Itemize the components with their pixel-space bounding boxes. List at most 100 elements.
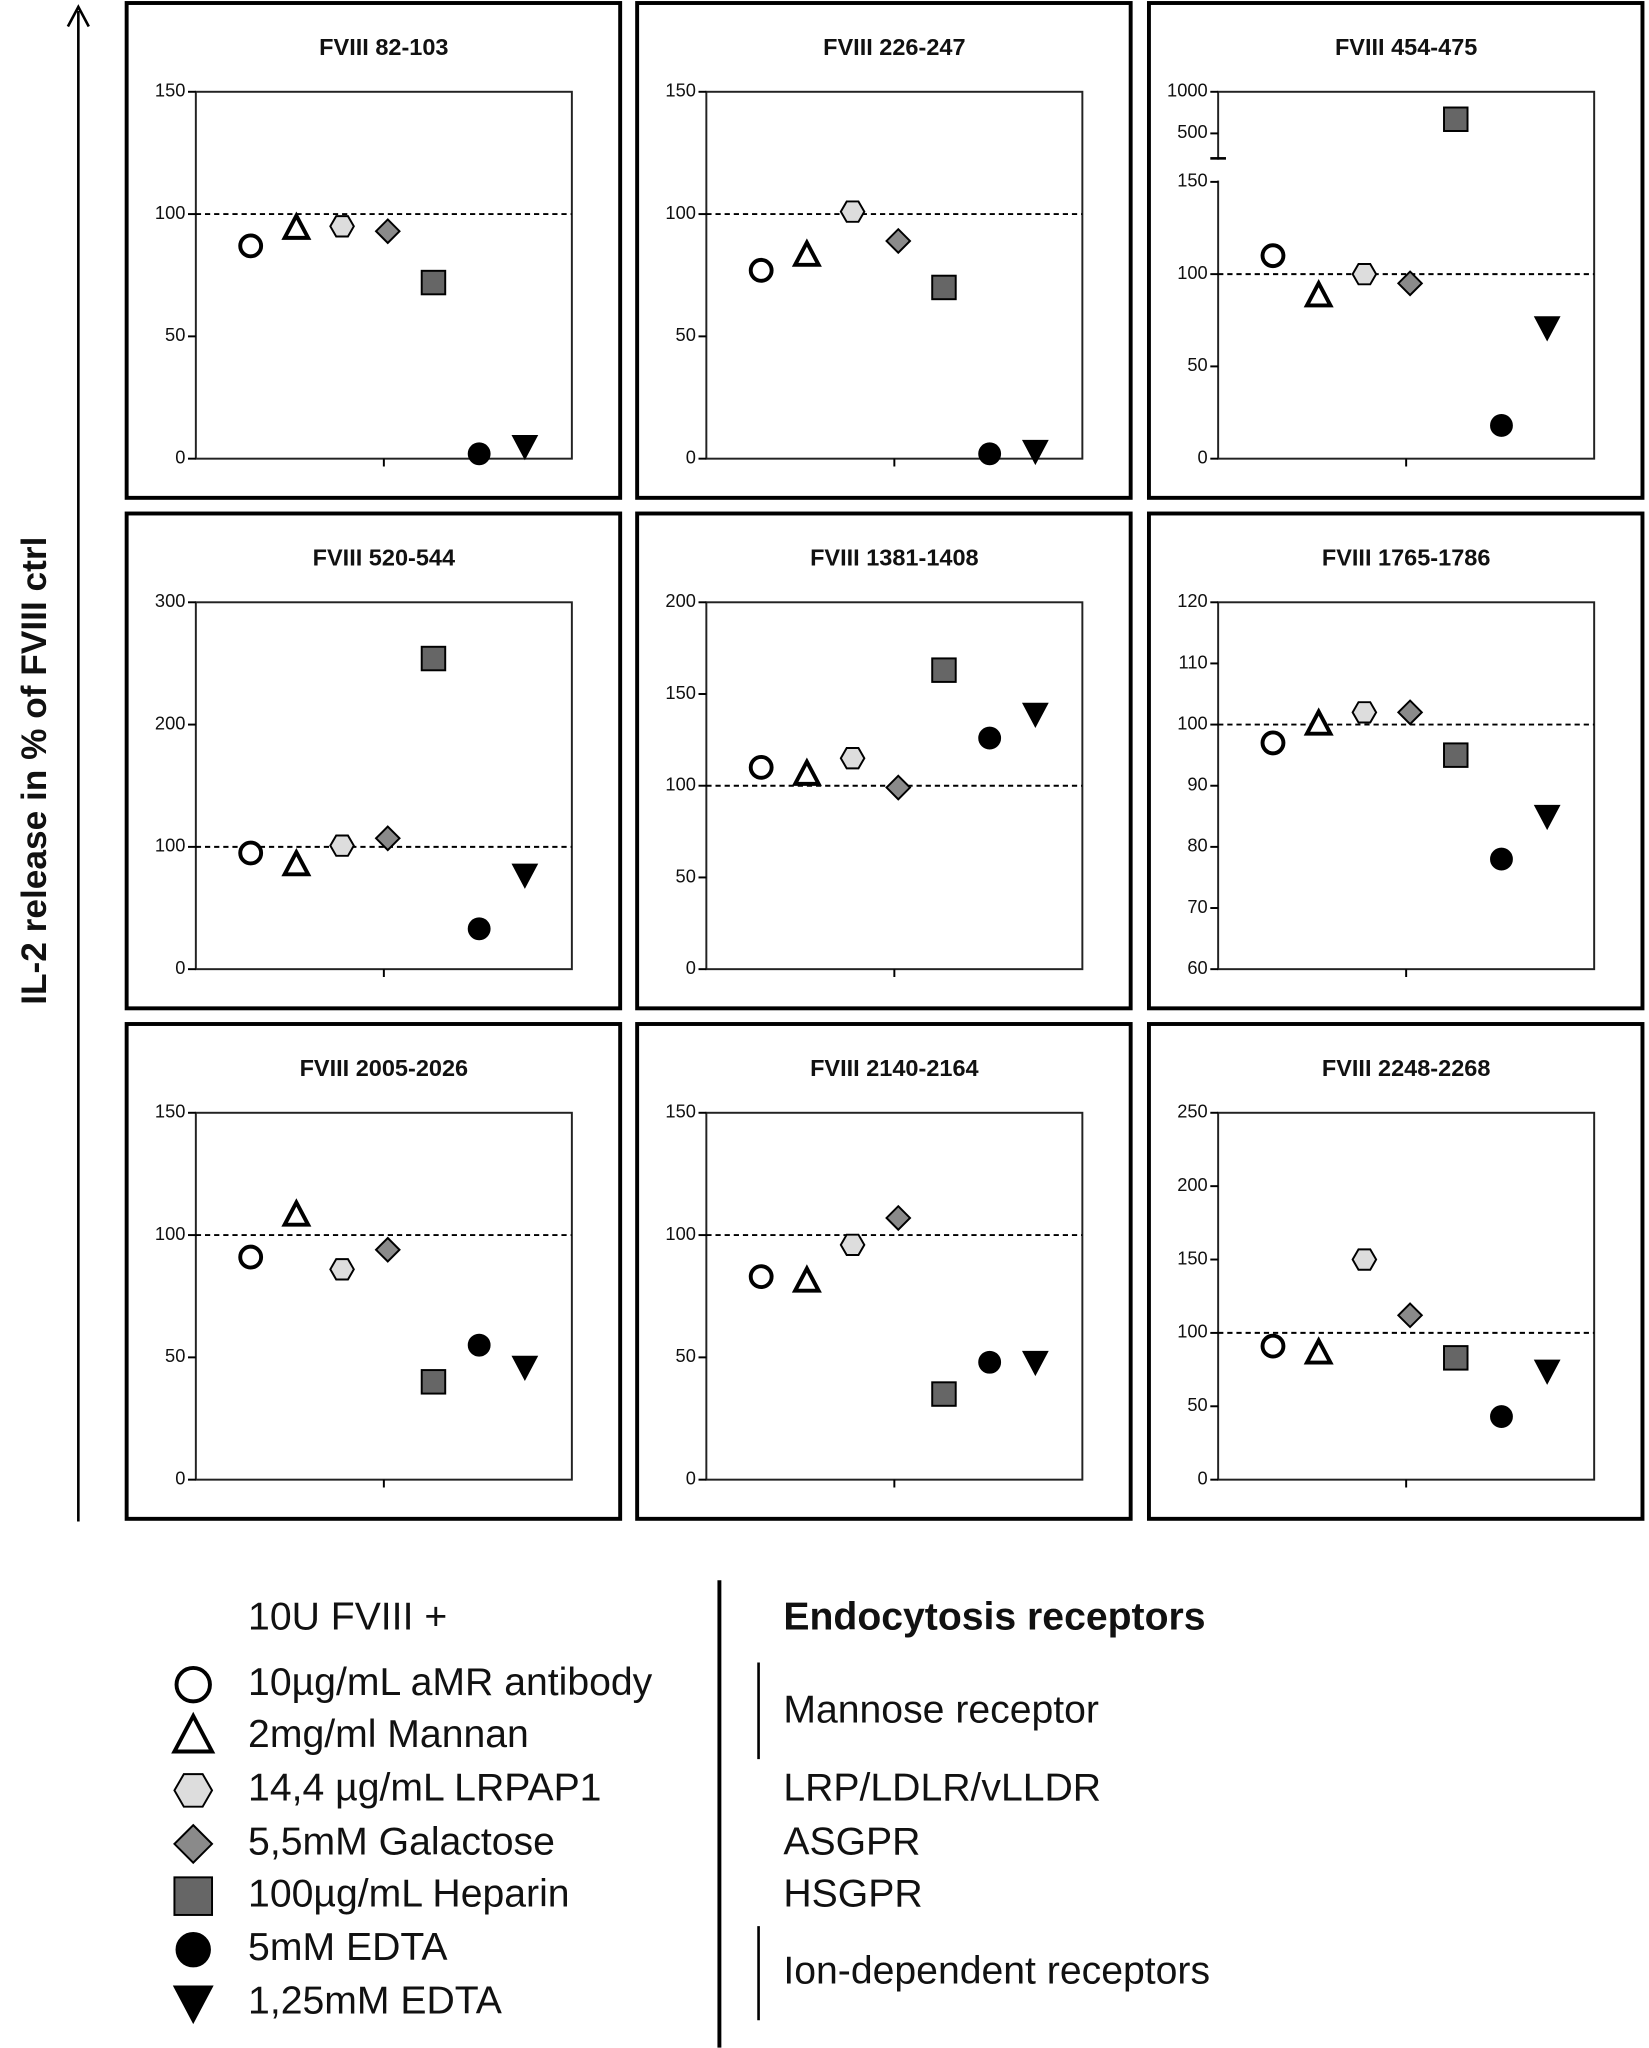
point <box>1490 847 1513 871</box>
point <box>931 1381 957 1407</box>
panel-frame <box>1146 1022 1645 1521</box>
legend-label: 1,25mM EDTA <box>248 1980 503 2023</box>
point <box>420 1369 447 1395</box>
panel-frame <box>635 511 1133 1011</box>
point <box>885 1204 912 1232</box>
y-tick-label: 150 <box>665 1101 695 1122</box>
receptor-label: ASGPR <box>783 1820 920 1863</box>
point <box>1396 1302 1424 1329</box>
legend-marker <box>175 1931 211 1968</box>
y-tick-label: 100 <box>155 835 185 856</box>
y-tick-label: 300 <box>155 590 185 611</box>
y-tick-label: 50 <box>676 1345 696 1366</box>
y-tick-label: 500 <box>1177 121 1207 142</box>
panel-frame <box>124 1022 623 1521</box>
y-tick-label: 0 <box>686 1467 696 1488</box>
panel-frame <box>635 1022 1133 1521</box>
point <box>511 435 539 461</box>
point <box>238 840 264 866</box>
panel-title: FVIII 2005-2026 <box>300 1055 469 1081</box>
point <box>748 1264 774 1290</box>
legend-label: 2mg/ml Mannan <box>248 1713 529 1756</box>
panel-title: FVIII 454-475 <box>1335 34 1477 60</box>
point <box>281 1198 312 1227</box>
y-tick-label: 200 <box>155 712 185 733</box>
y-tick-label: 0 <box>686 446 696 467</box>
point <box>885 774 912 801</box>
point <box>978 1350 1002 1374</box>
point <box>374 1236 401 1263</box>
y-tick-label: 100 <box>155 1223 185 1244</box>
y-tick-label: 0 <box>175 446 185 467</box>
point <box>281 847 312 877</box>
point <box>1533 316 1561 342</box>
legend-marker <box>173 1876 214 1916</box>
y-tick-label: 50 <box>676 324 696 345</box>
y-tick-label: 0 <box>175 1467 185 1488</box>
point <box>839 1233 866 1257</box>
legend-marker <box>171 1711 216 1754</box>
point <box>791 238 822 267</box>
receptor-label: HSGPR <box>783 1872 922 1915</box>
y-tick-label: 150 <box>1177 1247 1207 1268</box>
point <box>511 863 539 889</box>
y-tick-label: 90 <box>1187 774 1207 795</box>
y-tick-label: 150 <box>155 80 185 101</box>
point <box>1351 1248 1378 1271</box>
point <box>1396 270 1424 297</box>
y-tick-label: 0 <box>1198 446 1208 467</box>
point <box>1490 1405 1513 1428</box>
y-tick-label: 100 <box>665 774 695 795</box>
y-tick-label: 60 <box>1187 957 1207 978</box>
point <box>1443 106 1469 132</box>
point <box>1021 702 1049 729</box>
y-tick-label: 150 <box>665 682 695 703</box>
panel-title: FVIII 520-544 <box>313 544 455 570</box>
y-tick-label: 50 <box>165 324 185 345</box>
panel-title: FVIII 2248-2268 <box>1322 1055 1491 1081</box>
point <box>1260 243 1286 269</box>
point <box>931 274 957 301</box>
point <box>1533 804 1561 831</box>
point <box>1351 701 1378 724</box>
point <box>1303 1336 1334 1365</box>
y-tick-label: 0 <box>175 957 185 978</box>
point <box>1490 414 1513 437</box>
y-tick-label: 100 <box>665 202 695 223</box>
point <box>281 211 312 240</box>
point <box>329 834 355 857</box>
point <box>420 269 447 296</box>
legend-label: 14,4 µg/mL LRPAP1 <box>248 1767 601 1810</box>
y-tick-label: 50 <box>676 865 696 886</box>
point <box>329 1258 355 1281</box>
y-tick-label: 100 <box>1177 712 1207 733</box>
point <box>1396 699 1424 726</box>
y-tick-label: 50 <box>1187 354 1207 375</box>
point <box>1351 262 1378 286</box>
point <box>748 754 774 780</box>
panel-frame <box>1146 511 1645 1011</box>
point <box>791 1264 822 1293</box>
point <box>238 233 264 259</box>
y-tick-label: 200 <box>665 590 695 611</box>
y-tick-label: 0 <box>1198 1467 1208 1488</box>
point <box>791 757 822 786</box>
point <box>374 218 401 245</box>
point <box>467 917 491 941</box>
panel-frame <box>635 1 1133 500</box>
point <box>1303 279 1334 308</box>
plot-frame <box>1217 601 1596 971</box>
y-tick-label: 150 <box>1177 170 1207 191</box>
y-tick-label: 150 <box>155 1101 185 1122</box>
legend-label: 5,5mM Galactose <box>248 1820 555 1863</box>
panel-title: FVIII 1381-1408 <box>810 544 979 570</box>
legend-label: 100µg/mL Heparin <box>248 1872 570 1915</box>
point <box>978 442 1002 466</box>
point <box>885 227 912 255</box>
panel-frame <box>1146 1 1645 500</box>
plot-frame <box>194 601 573 971</box>
y-tick-label: 0 <box>686 957 696 978</box>
point <box>374 825 401 852</box>
point <box>1260 1333 1286 1359</box>
point <box>238 1244 264 1270</box>
